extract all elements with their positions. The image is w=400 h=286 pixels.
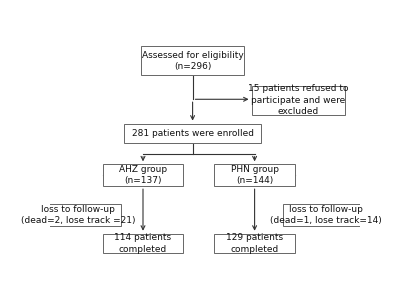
Text: 114 patients
completed: 114 patients completed: [114, 233, 172, 254]
FancyBboxPatch shape: [34, 204, 121, 226]
FancyBboxPatch shape: [214, 234, 295, 253]
Text: 281 patients were enrolled: 281 patients were enrolled: [132, 129, 254, 138]
FancyBboxPatch shape: [124, 124, 261, 143]
FancyBboxPatch shape: [214, 164, 295, 186]
Text: Assessed for eligibility
(n=296): Assessed for eligibility (n=296): [142, 51, 244, 71]
FancyBboxPatch shape: [282, 204, 369, 226]
Text: loss to follow-up
(dead=2, lose track =21): loss to follow-up (dead=2, lose track =2…: [21, 205, 135, 225]
FancyBboxPatch shape: [103, 164, 183, 186]
FancyBboxPatch shape: [252, 86, 344, 115]
FancyBboxPatch shape: [142, 46, 244, 75]
Text: AHZ group
(n=137): AHZ group (n=137): [119, 165, 167, 186]
FancyBboxPatch shape: [103, 234, 183, 253]
Text: PHN group
(n=144): PHN group (n=144): [231, 165, 279, 186]
Text: 15 patients refused to
participate and were
excluded: 15 patients refused to participate and w…: [248, 84, 348, 116]
Text: loss to follow-up
(dead=1, lose track=14): loss to follow-up (dead=1, lose track=14…: [270, 205, 382, 225]
Text: 129 patients
completed: 129 patients completed: [226, 233, 283, 254]
